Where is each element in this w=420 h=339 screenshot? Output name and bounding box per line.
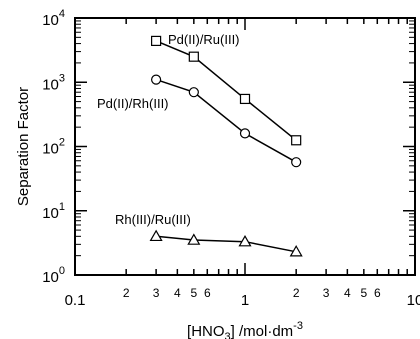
y-tick-base: 10 <box>42 141 59 158</box>
y-tick-label: 104 <box>42 8 65 29</box>
x-tick-label: 0.1 <box>65 292 86 309</box>
data-point-circle <box>239 128 251 139</box>
y-tick-label: 100 <box>42 265 65 286</box>
x-axis-title-sub: 3 <box>225 331 231 339</box>
data-point-triangle <box>289 245 303 257</box>
y-tick-exponent: 2 <box>59 137 65 149</box>
tick-marks <box>74 17 416 276</box>
y-tick-exponent: 1 <box>59 201 65 213</box>
data-point-square <box>188 51 199 62</box>
data-point-circle <box>188 87 199 98</box>
data-point-triangle <box>238 234 252 247</box>
x-axis-title-main: [HNO <box>187 323 225 339</box>
x-tick-label: 2 <box>293 286 300 300</box>
x-tick-label: 5 <box>360 286 367 300</box>
y-tick-label: 102 <box>42 137 65 158</box>
y-tick-label: 101 <box>42 201 65 222</box>
series-label: Pd(II)/Ru(III) <box>168 32 240 47</box>
series-label: Pd(II)/Rh(III) <box>97 96 169 111</box>
series-markers <box>149 35 303 257</box>
x-tick-label: 4 <box>344 286 351 300</box>
y-tick-base: 10 <box>42 12 59 29</box>
x-axis-title-mid: ] /mol·dm <box>231 323 294 339</box>
x-tick-label: 5 <box>190 286 197 300</box>
y-tick-base: 10 <box>42 269 59 286</box>
x-tick-label: 2 <box>123 286 130 300</box>
y-axis-title: Separation Factor <box>15 87 32 206</box>
x-axis-title: [HNO3] /mol·dm-3 <box>187 320 303 339</box>
data-point-circle <box>151 74 162 85</box>
y-tick-exponent: 4 <box>59 8 65 20</box>
series-line-triangle <box>156 235 297 253</box>
data-point-square <box>291 135 302 146</box>
x-tick-label: 1 <box>241 292 249 309</box>
y-tick-exponent: 0 <box>59 265 65 277</box>
x-tick-label: 6 <box>204 286 211 300</box>
y-tick-base: 10 <box>42 205 59 222</box>
series-lines <box>155 40 297 253</box>
data-point-square <box>151 35 162 47</box>
x-tick-label: 3 <box>323 286 330 300</box>
chart-labels: 0.1 2 3 4 5 6 1 2 3 4 5 6 10100101102103104Separatio… <box>15 8 420 339</box>
series-label: Rh(III)/Ru(III) <box>115 212 191 227</box>
y-tick-exponent: 3 <box>59 72 65 84</box>
x-tick-label: 3 <box>153 286 160 300</box>
y-tick-base: 10 <box>42 76 59 93</box>
data-point-triangle <box>149 229 163 242</box>
x-tick-label: 10 <box>407 292 420 309</box>
series-line-square <box>155 40 297 141</box>
y-tick-label: 103 <box>42 72 65 93</box>
x-tick-label: 6 <box>374 286 381 300</box>
data-point-square <box>239 93 251 105</box>
series-line-circle <box>155 78 297 163</box>
x-axis-title-sup: -3 <box>293 320 303 332</box>
data-point-circle <box>291 157 302 168</box>
data-point-triangle <box>187 233 201 245</box>
x-tick-label: 4 <box>174 286 181 300</box>
